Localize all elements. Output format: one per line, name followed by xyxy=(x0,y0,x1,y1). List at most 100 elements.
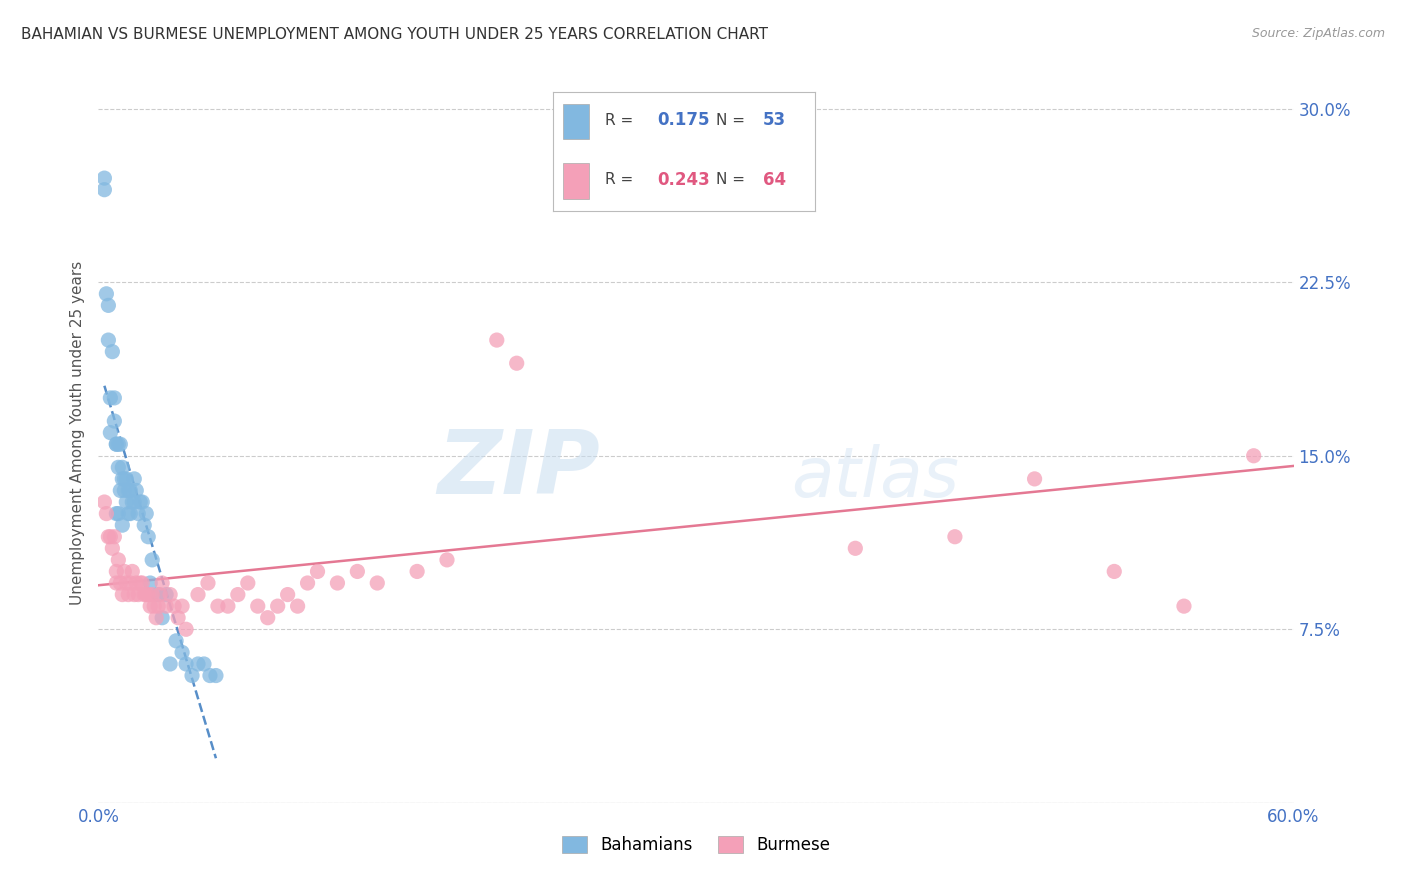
Point xyxy=(96,507,118,521)
Point xyxy=(105,576,128,591)
Point xyxy=(163,599,186,614)
Point xyxy=(155,599,177,614)
Point xyxy=(93,495,115,509)
Point xyxy=(117,483,139,498)
Point xyxy=(165,633,187,648)
Text: ZIP: ZIP xyxy=(437,426,600,513)
Point xyxy=(198,668,221,682)
Point xyxy=(134,588,156,602)
Point xyxy=(120,483,142,498)
Point xyxy=(135,507,157,521)
Point xyxy=(107,507,129,521)
Point xyxy=(117,588,139,602)
Point xyxy=(115,495,138,509)
Point xyxy=(103,414,125,428)
Point xyxy=(174,657,197,671)
Point xyxy=(307,565,329,579)
Point xyxy=(143,599,166,614)
Point xyxy=(124,472,146,486)
Point xyxy=(115,576,138,591)
Point xyxy=(1173,599,1195,614)
Point xyxy=(110,437,132,451)
Point xyxy=(1024,472,1046,486)
Point xyxy=(131,576,153,591)
Point xyxy=(485,333,508,347)
Point xyxy=(97,298,120,312)
Point xyxy=(172,645,194,659)
Point xyxy=(110,483,132,498)
Point xyxy=(124,588,146,602)
Point xyxy=(136,588,159,602)
Point xyxy=(105,437,128,451)
Point xyxy=(120,507,142,521)
Point xyxy=(256,610,278,624)
Point xyxy=(97,333,120,347)
Point xyxy=(117,507,139,521)
Point xyxy=(111,588,134,602)
Point xyxy=(120,576,142,591)
Point xyxy=(172,599,194,614)
Point xyxy=(103,391,125,405)
Point xyxy=(93,183,115,197)
Point xyxy=(207,599,229,614)
Point xyxy=(346,565,368,579)
Point xyxy=(148,599,170,614)
Point xyxy=(155,588,177,602)
Point xyxy=(645,148,668,162)
Point xyxy=(174,622,197,636)
Point xyxy=(267,599,290,614)
Point xyxy=(124,495,146,509)
Point xyxy=(139,599,162,614)
Point xyxy=(112,483,135,498)
Point xyxy=(125,576,148,591)
Point xyxy=(217,599,239,614)
Point xyxy=(159,588,181,602)
Point xyxy=(127,588,149,602)
Point xyxy=(135,588,157,602)
Point xyxy=(145,610,167,624)
Point xyxy=(101,344,124,359)
Point xyxy=(98,391,122,405)
Point xyxy=(112,565,135,579)
Point xyxy=(141,588,163,602)
Point xyxy=(125,483,148,498)
Point xyxy=(246,599,269,614)
Point xyxy=(121,495,143,509)
Point xyxy=(1104,565,1126,579)
Point xyxy=(187,588,209,602)
Point xyxy=(436,553,458,567)
Point xyxy=(193,657,215,671)
Point xyxy=(136,530,159,544)
Point xyxy=(110,576,132,591)
Point xyxy=(326,576,349,591)
Point xyxy=(167,610,190,624)
Point xyxy=(1243,449,1265,463)
Point xyxy=(105,565,128,579)
Point xyxy=(121,565,143,579)
Point xyxy=(226,588,249,602)
Point xyxy=(287,599,309,614)
Point xyxy=(366,576,388,591)
Point xyxy=(111,518,134,533)
Point xyxy=(96,286,118,301)
Point xyxy=(159,657,181,671)
Point xyxy=(98,530,122,544)
Point xyxy=(134,518,156,533)
Point xyxy=(93,171,115,186)
Point xyxy=(129,576,152,591)
Point xyxy=(105,507,128,521)
Text: BAHAMIAN VS BURMESE UNEMPLOYMENT AMONG YOUTH UNDER 25 YEARS CORRELATION CHART: BAHAMIAN VS BURMESE UNEMPLOYMENT AMONG Y… xyxy=(21,27,768,42)
Point xyxy=(943,530,966,544)
Point xyxy=(236,576,259,591)
Point xyxy=(187,657,209,671)
Point xyxy=(297,576,319,591)
Point xyxy=(103,530,125,544)
Point xyxy=(129,495,152,509)
Point xyxy=(112,472,135,486)
Point xyxy=(181,668,204,682)
Point xyxy=(197,576,219,591)
Point xyxy=(101,541,124,556)
Text: atlas: atlas xyxy=(792,443,959,510)
Point xyxy=(150,610,173,624)
Point xyxy=(98,425,122,440)
